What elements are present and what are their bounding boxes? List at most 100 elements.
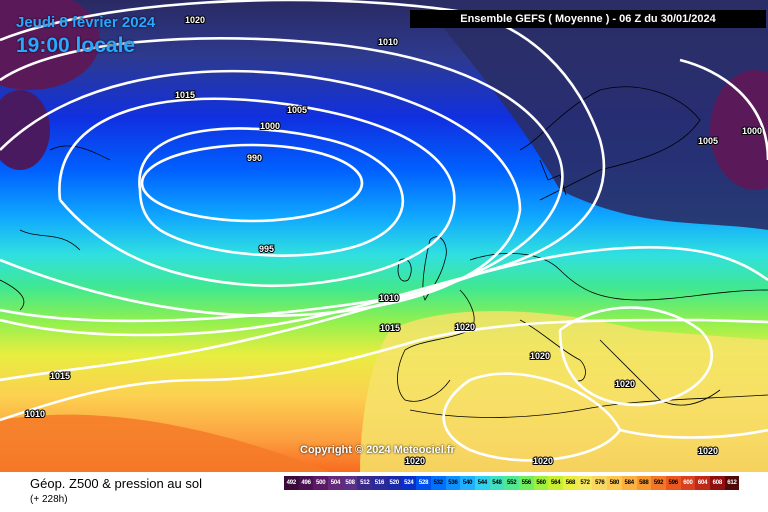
legend-swatch (445, 476, 461, 490)
legend-value: 596 (668, 480, 679, 486)
isobar-1015-south (0, 246, 768, 337)
legend-swatch (607, 476, 622, 490)
legend-swatch (401, 476, 417, 490)
legend-value: 592 (653, 480, 664, 486)
legend-value: 520 (389, 480, 399, 486)
legend-swatch (342, 476, 358, 490)
isobar-label: 1010 (379, 293, 399, 303)
isobar-label: 1005 (287, 105, 307, 115)
legend-swatch (460, 476, 475, 490)
isobar-1000 (58, 97, 456, 287)
legend-value: 508 (345, 480, 355, 486)
legend-value: 604 (697, 480, 708, 486)
legend-swatch (298, 476, 314, 490)
isobar-1020-africa (442, 372, 622, 462)
legend-swatch (489, 476, 505, 490)
legend-swatch (372, 476, 387, 490)
legend-value: 492 (286, 480, 297, 486)
legend-value: 544 (477, 480, 488, 486)
legend-swatch (430, 476, 446, 490)
isobar-1015 (0, 0, 604, 380)
isobar-label: 1010 (25, 409, 45, 419)
isobar-label: 1020 (533, 456, 553, 466)
legend-value: 588 (639, 480, 649, 486)
legend-value: 516 (374, 480, 385, 486)
legend-swatch (665, 476, 681, 490)
isobar-1020-high (558, 306, 713, 407)
legend-swatch (651, 476, 666, 490)
isobar-label: 1020 (698, 446, 718, 456)
isobar-label: 1020 (530, 351, 550, 361)
legend-value: 600 (683, 480, 693, 486)
isobar-990 (140, 143, 364, 223)
isobar-label: 1020 (615, 379, 635, 389)
legend-swatch (724, 476, 740, 490)
model-run-banner: Ensemble GEFS ( Moyenne ) - 06 Z du 30/0… (410, 10, 766, 28)
isobar-label: 1015 (50, 371, 70, 381)
isobar-label: 1000 (260, 121, 280, 131)
legend-value: 556 (521, 480, 532, 486)
isobar-label: 1020 (455, 322, 475, 332)
footer: Géop. Z500 & pression au sol (+ 228h) 49… (0, 472, 768, 512)
upper-trough-region (420, 0, 768, 230)
legend-value: 584 (624, 480, 634, 486)
legend-labels: 492 496 500 504 508 512 516 520 524 528 532 536 540 5… (284, 480, 739, 486)
isobar-labels: 1020 1010 1015 1005 1000 990 995 1010 10… (24, 14, 763, 467)
isobar-1005-ne (679, 58, 768, 161)
legend-value: 496 (301, 480, 311, 486)
isobar-label: 1020 (185, 15, 205, 25)
legend-value: 572 (580, 480, 590, 486)
isobar-1020-se (619, 428, 768, 439)
isobar-label: 1005 (698, 136, 718, 146)
legend-value: 548 (492, 480, 502, 486)
weather-map: 1020 1010 1015 1005 1000 990 995 1010 10… (0, 0, 768, 472)
subtropical-ridge (360, 311, 768, 472)
legend-swatch (709, 476, 725, 490)
legend-value: 512 (360, 480, 370, 486)
legend-swatch (416, 476, 431, 490)
legend-swatch (519, 476, 534, 490)
coastlines (0, 86, 768, 418)
legend-value: 580 (609, 480, 620, 486)
color-legend (284, 476, 740, 494)
chart-title: Géop. Z500 & pression au sol (30, 476, 202, 491)
isobar-label: 1015 (175, 90, 195, 100)
forecast-step: (+ 228h) (30, 494, 68, 505)
isobar-995 (138, 127, 405, 257)
legend-value: 612 (727, 480, 737, 486)
legend-value: 532 (433, 480, 444, 486)
isobar-label: 990 (247, 153, 262, 163)
isobar-label: 995 (259, 244, 274, 254)
isobar-1010 (0, 37, 564, 323)
legend-value: 564 (551, 480, 561, 486)
legend-value: 504 (330, 480, 341, 486)
legend-value: 528 (418, 480, 429, 486)
legend-swatch (636, 476, 652, 490)
legend-swatch (592, 476, 608, 490)
legend-swatch (563, 476, 578, 490)
forecast-local-time: 19:00 locale (16, 34, 136, 57)
legend-value: 524 (404, 480, 414, 486)
isobar-label: 1010 (378, 37, 398, 47)
legend-swatch (695, 476, 710, 490)
isobar-label: 1015 (380, 323, 400, 333)
legend-value: 536 (448, 480, 458, 486)
legend-swatch (328, 476, 343, 490)
isobar-1005 (0, 69, 522, 318)
forecast-date: Jeudi 8 février 2024 (16, 14, 156, 31)
copyright: Copyright © 2024 Meteociel.fr (300, 444, 455, 456)
low-center-ne (710, 70, 768, 190)
isobar-label: 1000 (742, 126, 762, 136)
legend-swatch (504, 476, 519, 490)
legend-value: 500 (316, 480, 326, 486)
isobar-label: 1020 (405, 456, 425, 466)
legend-swatch (386, 476, 402, 490)
legend-swatch (313, 476, 329, 490)
warm-region-sw (0, 414, 330, 472)
legend-swatch (357, 476, 373, 490)
legend-value: 608 (712, 480, 723, 486)
legend-value: 568 (565, 480, 576, 486)
legend-swatch (284, 476, 299, 490)
legend-value: 540 (462, 480, 473, 486)
isobars (0, 0, 768, 460)
